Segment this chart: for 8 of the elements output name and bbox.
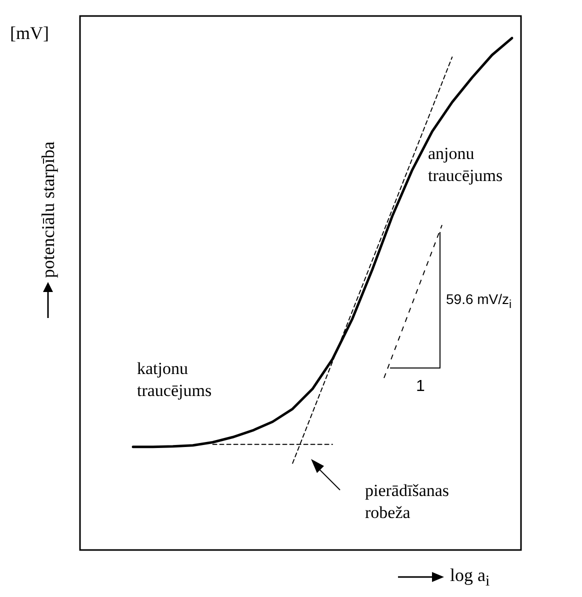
annotation: pierādīšanas robeža (365, 480, 450, 524)
annotation: anjonu traucējums (428, 143, 503, 187)
y-axis-title: potenciālu starpība (38, 142, 58, 278)
annotation: katjonu traucējums (137, 358, 212, 402)
annotation: 59.6 mV/z$_{i}$ (446, 290, 512, 313)
text: [mV] (10, 22, 49, 44)
x-axis-title: log a$_{i}$ (450, 564, 490, 592)
annotation: 1 (416, 377, 425, 397)
